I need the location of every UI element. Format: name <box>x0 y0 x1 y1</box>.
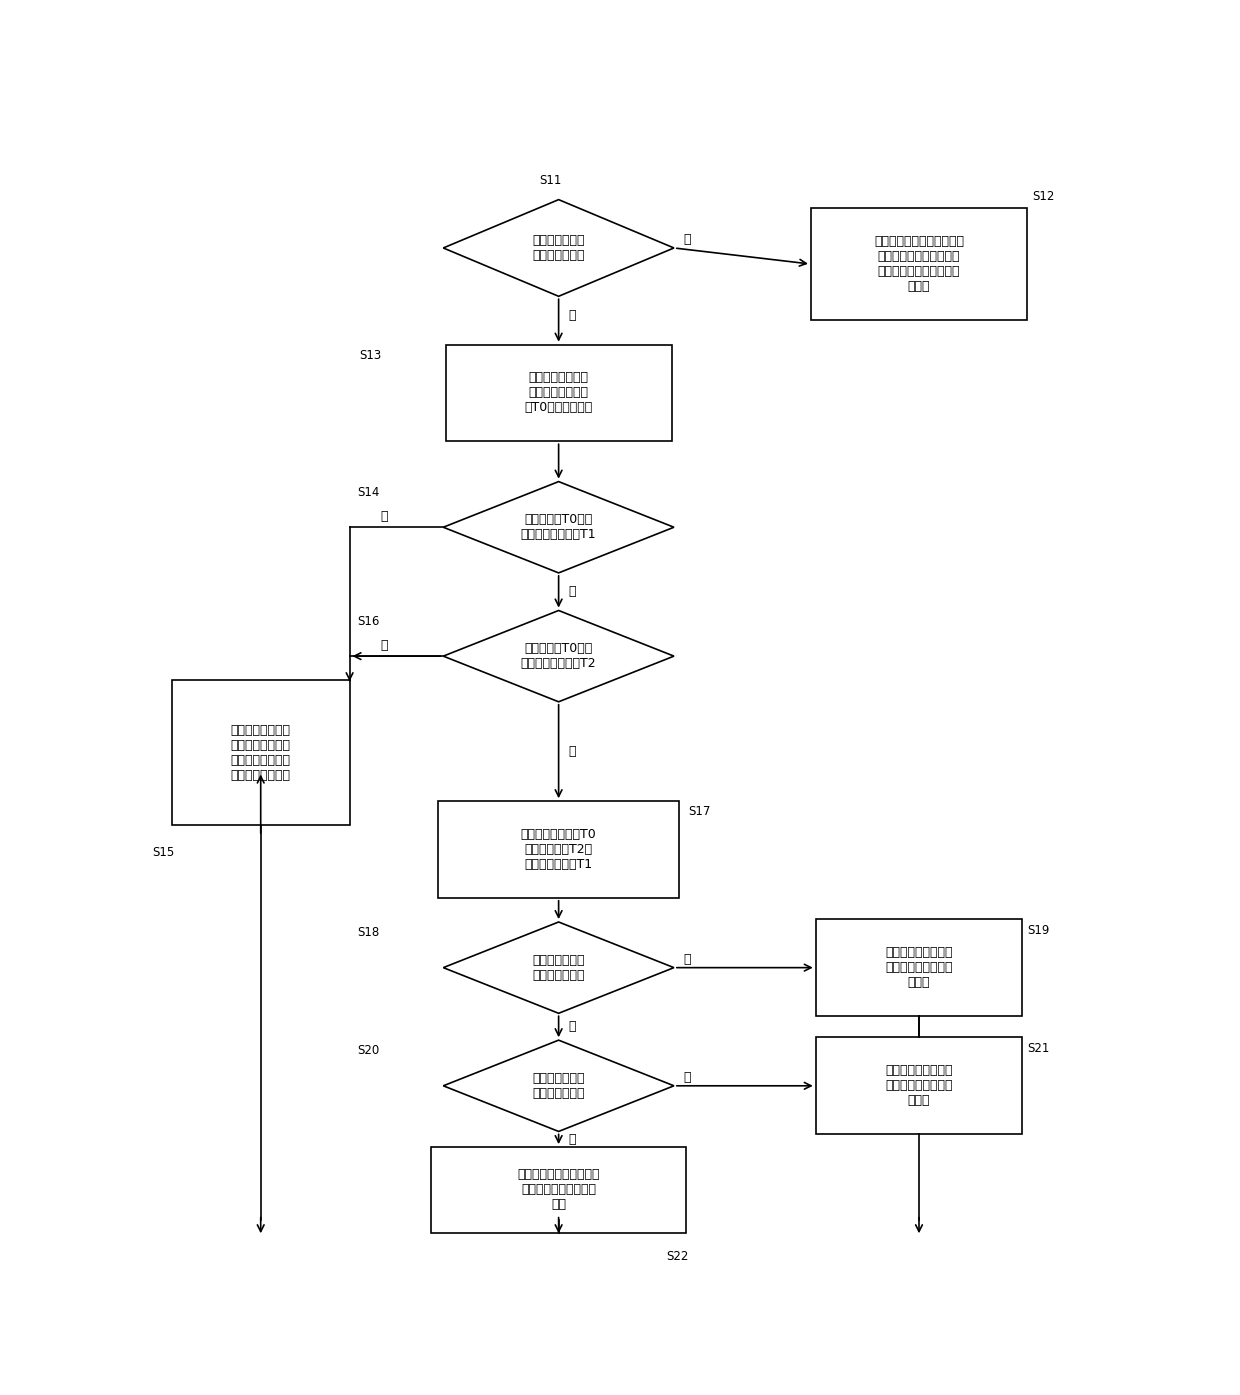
Text: 否: 否 <box>568 585 575 598</box>
Text: 将新风风扇的最高运
转档位限制为低速运
转档位: 将新风风扇的最高运 转档位限制为低速运 转档位 <box>885 1064 952 1108</box>
Text: S15: S15 <box>153 845 175 859</box>
Text: 将室外温度传感器
检测到的室外温度
值T0发送给控制器: 将室外温度传感器 检测到的室外温度 值T0发送给控制器 <box>525 371 593 414</box>
FancyBboxPatch shape <box>811 208 1027 321</box>
FancyBboxPatch shape <box>432 1147 686 1233</box>
Text: S16: S16 <box>357 615 379 628</box>
Text: 否: 否 <box>683 233 691 246</box>
Text: 室外温度值T0是否
大于等于预设上限T1: 室外温度值T0是否 大于等于预设上限T1 <box>521 513 596 541</box>
Text: S12: S12 <box>1032 191 1054 204</box>
Text: 将新风风扇的最高运
转档位限制为高速运
转档位: 将新风风扇的最高运 转档位限制为高速运 转档位 <box>885 946 952 989</box>
Text: S20: S20 <box>357 1045 379 1057</box>
Text: S22: S22 <box>667 1250 689 1262</box>
Text: 否: 否 <box>568 1020 575 1034</box>
FancyBboxPatch shape <box>439 801 678 898</box>
Polygon shape <box>444 611 675 702</box>
Text: S21: S21 <box>1027 1042 1049 1055</box>
Text: 判断为室外温度值T0
大于预设下限T2，
且小于预设上限T1: 判断为室外温度值T0 大于预设下限T2， 且小于预设上限T1 <box>521 829 596 870</box>
Text: 换热风扇处于停止档位，
将新风风扇设定至停止
档位: 换热风扇处于停止档位， 将新风风扇设定至停止 档位 <box>517 1169 600 1211</box>
Text: 是: 是 <box>381 511 388 523</box>
Text: 是: 是 <box>683 1071 691 1084</box>
Text: 室外温度值T0是否
小于等于预设下限T2: 室外温度值T0是否 小于等于预设下限T2 <box>521 642 596 670</box>
Text: 否: 否 <box>568 745 575 757</box>
Text: 是: 是 <box>381 639 388 651</box>
FancyBboxPatch shape <box>445 345 672 441</box>
Polygon shape <box>444 199 675 296</box>
Text: 换热风扇是否为
高速运转档位？: 换热风扇是否为 高速运转档位？ <box>532 954 585 982</box>
Polygon shape <box>444 922 675 1013</box>
Text: S17: S17 <box>688 805 711 819</box>
Text: S14: S14 <box>357 485 379 499</box>
FancyBboxPatch shape <box>816 919 1022 1016</box>
Text: 将新风风扇设定至
停止档位或低速运
转档位，或使新风
风扇进行间歇运转: 将新风风扇设定至 停止档位或低速运 转档位，或使新风 风扇进行间歇运转 <box>231 724 290 781</box>
Text: 否: 否 <box>568 1133 575 1145</box>
Text: 是: 是 <box>568 310 575 322</box>
FancyBboxPatch shape <box>172 681 350 826</box>
Text: S19: S19 <box>1027 923 1049 936</box>
Text: 室外温度传感器
是否正常工作？: 室外温度传感器 是否正常工作？ <box>532 234 585 262</box>
Polygon shape <box>444 1041 675 1131</box>
Text: 将故障信息发送给控制器，
并利用控制器将新风风扇
设定至低速运转档位或停
止档位: 将故障信息发送给控制器， 并利用控制器将新风风扇 设定至低速运转档位或停 止档位 <box>874 236 963 293</box>
Text: 是: 是 <box>683 953 691 965</box>
Text: S13: S13 <box>360 349 382 361</box>
Text: S11: S11 <box>539 174 562 187</box>
Text: S18: S18 <box>357 926 379 939</box>
FancyBboxPatch shape <box>816 1038 1022 1134</box>
Polygon shape <box>444 481 675 573</box>
Text: 换热风扇是否为
低速运转档位？: 换热风扇是否为 低速运转档位？ <box>532 1071 585 1099</box>
